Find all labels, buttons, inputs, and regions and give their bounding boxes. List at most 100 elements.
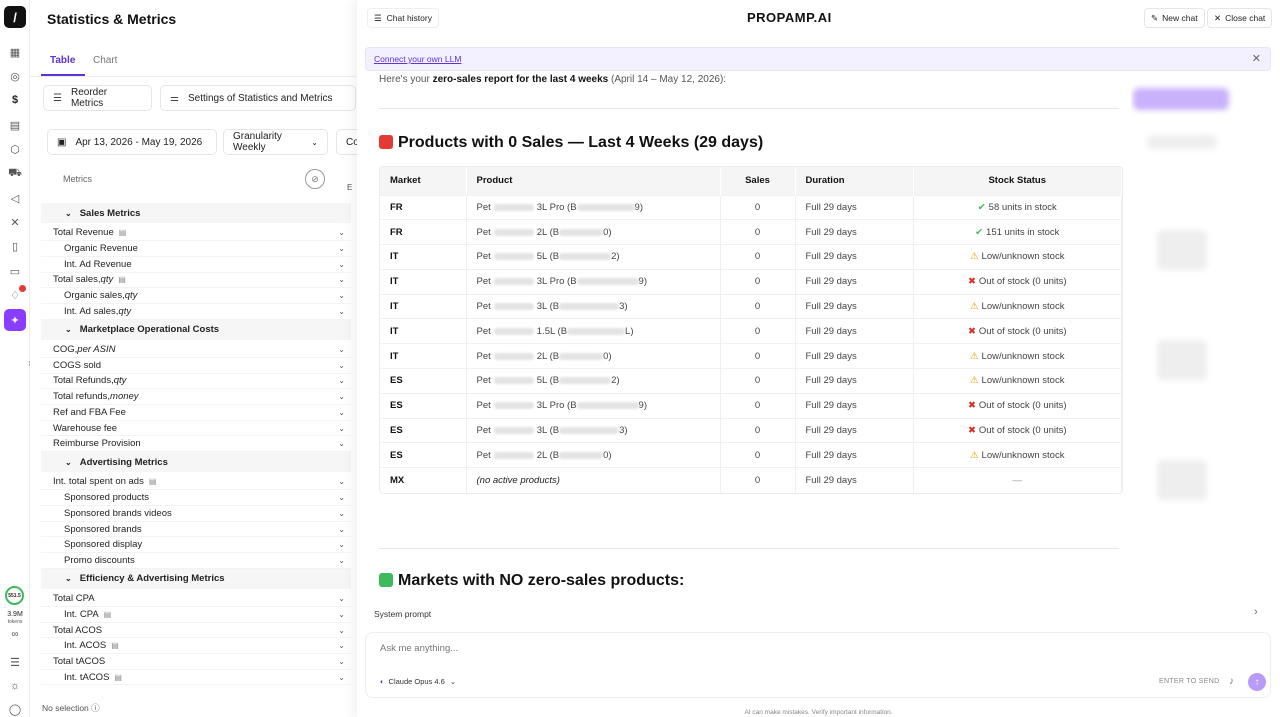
expand-chevron-icon[interactable]: ⌄ bbox=[338, 275, 345, 285]
note-icon[interactable]: ▤ bbox=[148, 477, 157, 487]
app-logo-icon[interactable]: / bbox=[4, 6, 26, 28]
truck-icon[interactable]: ⛟ bbox=[8, 167, 22, 179]
note-icon[interactable]: ▤ bbox=[111, 641, 119, 651]
metric-row[interactable]: Reimburse Provision ⌄ bbox=[41, 436, 351, 453]
agent-icon[interactable]: ✦ bbox=[4, 309, 26, 331]
dismiss-banner-icon[interactable]: ✕ bbox=[1251, 53, 1261, 65]
settings-metrics-button[interactable]: ⚌ Settings of Statistics and Metrics bbox=[160, 85, 356, 111]
compare-select[interactable]: Co bbox=[336, 129, 366, 155]
expand-chevron-icon[interactable]: ⌄ bbox=[338, 524, 345, 534]
metric-row[interactable]: Total Revenue ▤ ⌄ bbox=[41, 226, 351, 242]
sliders-icon[interactable]: ☰ bbox=[10, 656, 20, 669]
metric-row[interactable]: Total Refunds, qty ⌄ bbox=[41, 374, 351, 390]
expand-chevron-icon[interactable]: ⌄ bbox=[338, 508, 345, 518]
metric-row[interactable]: Total refunds, money ⌄ bbox=[41, 389, 351, 405]
collapse-chevron-icon[interactable]: ⌄ bbox=[65, 457, 72, 467]
note-icon[interactable]: ▤ bbox=[103, 609, 112, 619]
collapse-chevron-icon[interactable]: ⌄ bbox=[65, 325, 72, 335]
metric-row[interactable]: Promo discounts ⌄ bbox=[41, 553, 351, 569]
expand-chevron-icon[interactable]: ⌄ bbox=[338, 306, 345, 316]
tab-table[interactable]: Table bbox=[50, 55, 76, 66]
metric-row[interactable]: Total sales, qty ▤ ⌄ bbox=[41, 273, 351, 289]
expand-chevron-icon[interactable]: ⌄ bbox=[338, 228, 345, 238]
chat-icon[interactable]: ▭ bbox=[9, 265, 21, 278]
metric-row[interactable]: Warehouse fee ⌄ bbox=[41, 421, 351, 437]
metric-row[interactable]: Int. ACOS ▤ ⌄ bbox=[41, 638, 351, 655]
collapse-chevron-icon[interactable]: ⌄ bbox=[65, 208, 72, 218]
dollar-icon[interactable]: $ bbox=[11, 94, 19, 106]
box-icon[interactable]: ▤ bbox=[9, 119, 21, 132]
close-chat-button[interactable]: ✕ Close chat bbox=[1207, 8, 1273, 28]
expand-chevron-icon[interactable]: ⌄ bbox=[338, 555, 345, 565]
cube-icon[interactable]: ⬡ bbox=[10, 143, 20, 156]
target-icon[interactable]: ◎ bbox=[10, 70, 20, 83]
microphone-icon[interactable]: ♪ bbox=[1229, 676, 1234, 687]
book-icon[interactable]: ▯ bbox=[11, 240, 19, 253]
send-button[interactable]: ↑ bbox=[1248, 673, 1266, 691]
model-selector[interactable]: ◐ Claude Opus 4.6 ⌄ bbox=[380, 677, 456, 686]
expand-chevron-icon[interactable]: ⌄ bbox=[338, 477, 345, 487]
collapse-chevron-icon[interactable]: ⌄ bbox=[65, 574, 72, 584]
granularity-select[interactable]: Granularity Weekly ⌄ bbox=[223, 129, 328, 155]
metric-row[interactable]: Sponsored products ⌄ bbox=[41, 490, 351, 506]
metric-row[interactable]: Int. CPA ▤ ⌄ bbox=[41, 607, 351, 623]
metric-row[interactable]: Sponsored brands videos ⌄ bbox=[41, 506, 351, 522]
metric-row[interactable]: COG, per ASIN ⌄ bbox=[41, 342, 351, 358]
system-prompt-toggle[interactable]: System prompt bbox=[374, 609, 432, 619]
metric-row[interactable]: Int. Ad Revenue ⌄ bbox=[41, 257, 351, 273]
expand-chevron-icon[interactable]: ⌄ bbox=[338, 594, 345, 604]
expand-chevron-icon[interactable]: ⌄ bbox=[338, 423, 345, 433]
note-icon[interactable]: ▤ bbox=[114, 672, 122, 682]
metric-row[interactable]: Int. Ad sales, qty ⌄ bbox=[41, 304, 351, 320]
expand-chevron-icon[interactable]: ⌄ bbox=[338, 672, 345, 682]
note-icon[interactable]: ▤ bbox=[118, 228, 127, 238]
expand-chevron-icon[interactable]: ⌄ bbox=[338, 291, 345, 301]
metric-section[interactable]: ⌄ Sales Metrics bbox=[41, 203, 351, 223]
metric-section[interactable]: ⌄ Advertising Metrics bbox=[41, 452, 351, 473]
expand-chevron-icon[interactable]: ⌄ bbox=[338, 641, 345, 651]
grid-icon[interactable]: ▦ bbox=[9, 46, 21, 59]
expand-chevron-icon[interactable]: ⌄ bbox=[338, 360, 345, 370]
expand-chevron-icon[interactable]: ⌄ bbox=[338, 609, 345, 619]
expand-chevron-icon[interactable]: ⌄ bbox=[338, 493, 345, 503]
reorder-metrics-button[interactable]: ☰ Reorder Metrics bbox=[43, 85, 152, 111]
metric-row[interactable]: Organic sales, qty ⌄ bbox=[41, 288, 351, 304]
expand-chevron-icon[interactable]: ⌄ bbox=[338, 407, 345, 417]
expand-chevron-icon[interactable]: ⌄ bbox=[338, 439, 345, 449]
metric-row[interactable]: Sponsored display ⌄ bbox=[41, 537, 351, 554]
metric-section[interactable]: ⌄ Marketplace Operational Costs bbox=[41, 319, 351, 340]
connect-llm-link[interactable]: Connect your own LLM bbox=[374, 54, 462, 64]
metric-row[interactable]: Int. total spent on ads ▤ ⌄ bbox=[41, 475, 351, 491]
note-icon[interactable]: ▤ bbox=[118, 275, 126, 285]
metric-row[interactable]: Ref and FBA Fee ⌄ bbox=[41, 405, 351, 421]
expand-chevron-icon[interactable]: ⌄ bbox=[338, 656, 345, 666]
metric-row[interactable]: Total tACOS ⌄ bbox=[41, 654, 351, 670]
metric-row[interactable]: Int. tACOS ▤ ⌄ bbox=[41, 670, 351, 686]
tab-chart[interactable]: Chart bbox=[93, 55, 118, 66]
metric-label: Int. CPA bbox=[64, 608, 99, 620]
megaphone-icon[interactable]: ◁ bbox=[10, 192, 20, 205]
user-icon[interactable]: ◯ bbox=[8, 703, 22, 716]
expand-chevron-icon[interactable]: ⌄ bbox=[338, 392, 345, 402]
metric-section[interactable]: ⌄ Efficiency & Advertising Metrics bbox=[41, 568, 351, 589]
metric-row[interactable]: Organic Revenue ⌄ bbox=[41, 241, 351, 257]
sun-icon[interactable]: ☼ bbox=[9, 680, 21, 692]
metric-row[interactable]: COGS sold ⌄ bbox=[41, 358, 351, 374]
new-chat-button[interactable]: ✎ New chat bbox=[1144, 8, 1205, 28]
metric-row[interactable]: Sponsored brands ⌄ bbox=[41, 522, 351, 538]
expand-chevron-icon[interactable]: ⌄ bbox=[338, 259, 345, 269]
chat-history-button[interactable]: ☰ Chat history bbox=[367, 8, 439, 28]
ask-input[interactable] bbox=[380, 643, 980, 654]
puzzle-icon[interactable]: ✕ bbox=[10, 216, 20, 229]
date-range-picker[interactable]: ▣ Apr 13, 2026 - May 19, 2026 bbox=[47, 129, 217, 155]
unpin-icon[interactable]: ⊘ bbox=[305, 169, 325, 189]
bell-icon[interactable]: ♢ bbox=[7, 285, 26, 303]
metric-row[interactable]: Total ACOS ⌄ bbox=[41, 623, 351, 639]
expand-chevron-icon[interactable]: ⌄ bbox=[338, 625, 345, 635]
expand-chevron-icon[interactable]: ⌄ bbox=[338, 345, 345, 355]
expand-chevron-icon[interactable]: ⌄ bbox=[338, 376, 345, 386]
expand-chevron-icon[interactable]: ⌄ bbox=[338, 244, 345, 254]
chevron-right-icon[interactable]: › bbox=[1254, 606, 1258, 618]
expand-chevron-icon[interactable]: ⌄ bbox=[338, 540, 345, 550]
metric-row[interactable]: Total CPA ⌄ bbox=[41, 591, 351, 607]
